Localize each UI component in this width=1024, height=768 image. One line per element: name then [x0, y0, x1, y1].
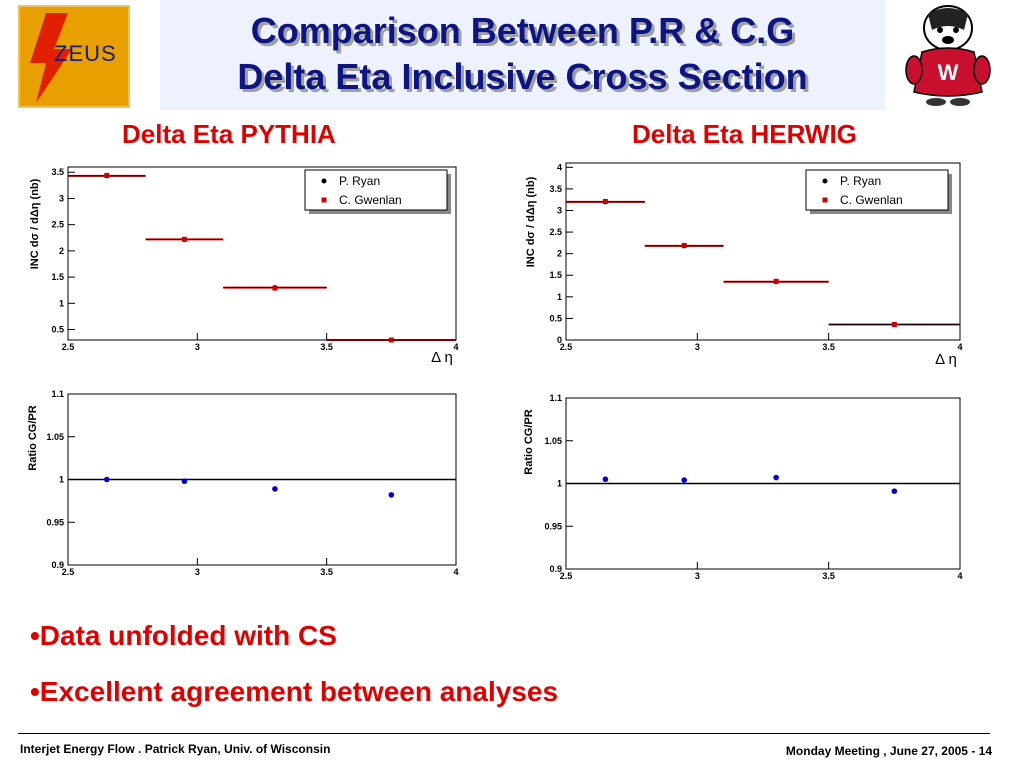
x-tick-label: 3.5	[822, 571, 835, 581]
x-tick-label: 3	[195, 342, 200, 352]
y-tick-label: 1.1	[51, 389, 64, 399]
x-tick-label: 3	[195, 567, 200, 577]
data-point	[272, 285, 278, 291]
x-tick-label: 4	[453, 567, 458, 577]
y-tick-label: 0.9	[51, 560, 64, 570]
data-point	[681, 242, 687, 248]
data-point	[181, 236, 187, 242]
data-point	[891, 321, 897, 327]
y-tick-label: 1.05	[544, 436, 562, 446]
data-point	[272, 486, 278, 492]
x-tick-label: 3.5	[320, 342, 333, 352]
y-tick-label: 2.5	[51, 220, 64, 230]
x-tick-label: 3	[695, 342, 700, 352]
y-tick-label: 2	[557, 249, 562, 259]
y-tick-label: 1.05	[46, 432, 64, 442]
x-tick-label: 2.5	[560, 571, 573, 581]
data-point	[104, 172, 110, 178]
x-tick-label: 2.5	[560, 342, 573, 352]
y-tick-label: 1	[557, 292, 562, 302]
y-axis-label: INC dσ / dΔη (nb)	[525, 176, 537, 267]
y-axis-label: Ratio CG/PR	[523, 409, 535, 474]
bullet-1: •Data unfolded with CS	[30, 620, 337, 651]
legend-entry: P. Ryan	[339, 174, 380, 188]
y-tick-label: 0	[557, 335, 562, 345]
y-tick-label: 1	[59, 298, 64, 308]
svg-text:W: W	[938, 60, 959, 85]
y-tick-label: 0.5	[549, 313, 562, 323]
legend-entry: C. Gwenlan	[840, 193, 903, 207]
data-point	[602, 476, 609, 483]
legend-marker	[822, 178, 828, 184]
y-tick-label: 3	[59, 193, 64, 203]
data-point	[104, 476, 110, 483]
y-tick-label: 1.5	[549, 270, 562, 280]
pythia-panel-title: Delta Eta PYTHIA	[122, 119, 336, 149]
zeus-logo: ZEUS	[18, 5, 130, 108]
x-tick-label: 3.5	[822, 342, 835, 352]
data-point	[773, 278, 779, 284]
y-tick-label: 0.95	[46, 517, 64, 527]
slide-header: ZEUS Comparison Between P.R & C.G Delta …	[0, 0, 1024, 112]
y-tick-label: 2	[59, 246, 64, 256]
y-tick-label: 2.5	[549, 227, 562, 237]
data-point	[181, 478, 188, 485]
title-box: Comparison Between P.R & C.G Delta Eta I…	[160, 0, 885, 110]
legend-marker	[822, 197, 828, 203]
y-axis-label: Ratio CG/PR	[27, 405, 39, 470]
footer-divider	[18, 733, 990, 734]
y-tick-label: 0.95	[544, 521, 562, 531]
data-point	[773, 474, 779, 481]
chart-area: 0.5 1 1.5 2 2.5 3 3.5 2.5 3 3.5 4 INC dσ / dΔη (nb)…	[27, 162, 963, 581]
lightning-bolt-icon	[30, 13, 72, 103]
y-tick-label: 1	[59, 475, 64, 485]
slide-title-line2: Delta Eta Inclusive Cross Section	[237, 56, 808, 97]
x-axis-label: Δ η	[935, 351, 957, 368]
data-point	[891, 488, 898, 494]
y-tick-label: 4	[557, 162, 562, 172]
data-point	[602, 198, 608, 204]
x-tick-label: 4	[957, 342, 962, 352]
badger-mascot-icon: W	[905, 5, 991, 106]
y-tick-label: 3.5	[549, 184, 562, 194]
x-tick-label: 3	[695, 571, 700, 581]
y-axis-label: INC dσ / dΔη (nb)	[29, 178, 41, 269]
y-tick-label: 1.1	[549, 393, 562, 403]
legend-entry: P. Ryan	[840, 174, 881, 188]
data-point	[681, 477, 687, 483]
y-tick-label: 1	[557, 479, 562, 489]
herwig-panel-title: Delta Eta HERWIG	[632, 119, 857, 149]
y-tick-label: 1.5	[51, 272, 64, 282]
data-point	[388, 492, 395, 498]
legend-marker	[321, 178, 327, 184]
data-point	[388, 337, 394, 343]
x-tick-label: 2.5	[62, 567, 75, 577]
y-tick-label: 3.5	[51, 167, 64, 177]
x-axis-label: Δ η	[431, 349, 453, 366]
y-tick-label: 0.5	[51, 325, 64, 335]
slide-title-line1: Comparison Between P.R & C.G	[250, 10, 795, 51]
y-tick-label: 0.9	[549, 564, 562, 574]
footer-right: Monday Meeting , June 27, 2005 - 14	[785, 744, 992, 758]
footer-left: Interjet Energy Flow . Patrick Ryan, Uni…	[20, 742, 331, 756]
x-tick-label: 4	[453, 342, 458, 352]
x-tick-label: 4	[957, 571, 962, 581]
x-tick-label: 2.5	[62, 342, 75, 352]
legend-marker	[321, 197, 327, 203]
x-tick-label: 3.5	[320, 567, 333, 577]
zeus-logo-text: ZEUS	[54, 41, 117, 66]
y-tick-label: 3	[557, 205, 562, 215]
legend-box	[805, 169, 949, 211]
bullet-2: •Excellent agreement between analyses	[30, 676, 559, 707]
legend-entry: C. Gwenlan	[339, 193, 402, 207]
legend-box	[304, 169, 448, 211]
